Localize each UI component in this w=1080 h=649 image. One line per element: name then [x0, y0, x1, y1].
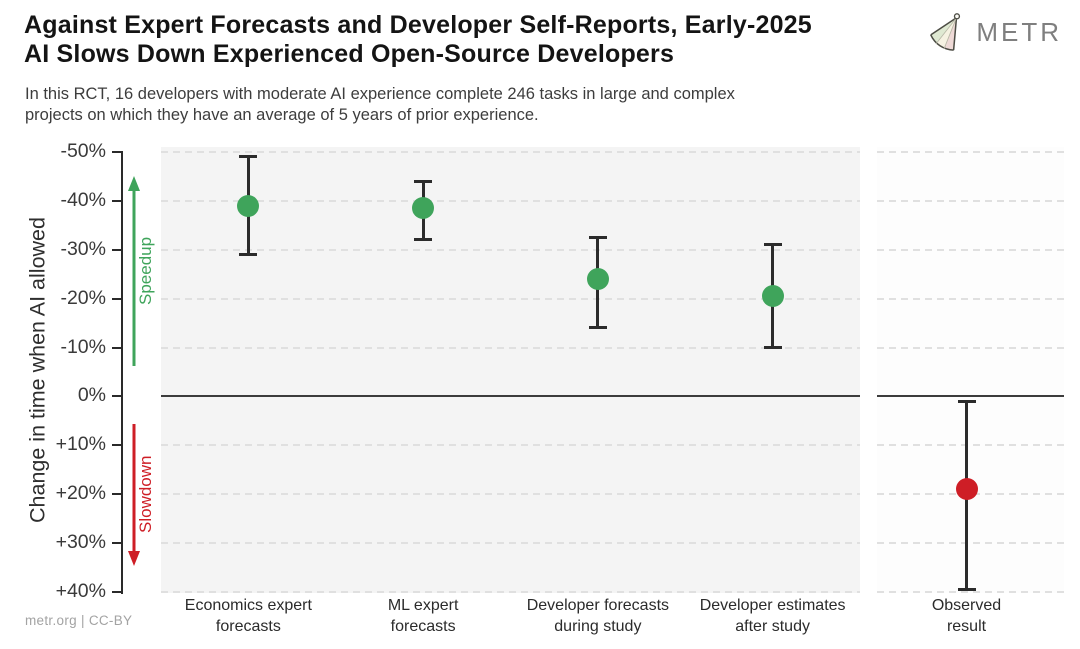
zero-line [161, 395, 860, 398]
y-tick-label: -10% [60, 335, 106, 358]
y-tick-label: +20% [55, 482, 106, 505]
error-bar-cap [957, 588, 976, 591]
y-tick-label: +40% [55, 579, 106, 602]
y-tick-label: 0% [77, 384, 106, 407]
y-tick-mark [112, 444, 122, 447]
error-bar-cap [957, 399, 976, 403]
y-tick-label: -40% [60, 188, 106, 211]
error-bar-cap [588, 236, 607, 239]
error-bar-cap [239, 253, 258, 257]
speedup-label: Speedup [136, 236, 155, 306]
y-tick-mark [112, 199, 122, 202]
subtitle: In this RCT, 16 developers with moderate… [25, 85, 735, 124]
gridline [161, 150, 860, 153]
data-point [412, 197, 435, 220]
gridline [161, 542, 860, 545]
speedup-arrow-icon [128, 176, 140, 366]
y-axis-title: Change in time when AI allowed [25, 217, 50, 523]
category-label: Observed result [931, 597, 1002, 635]
slowdown-label: Slowdown [136, 455, 155, 533]
gridline [161, 493, 860, 496]
data-point [586, 268, 609, 291]
gridline [161, 248, 860, 251]
observed-panel [877, 147, 1064, 593]
y-tick-mark [112, 297, 122, 300]
zero-line [877, 395, 1064, 398]
category-label: Economics expert forecasts [184, 597, 312, 635]
data-point [761, 285, 784, 308]
forecasts-panel [161, 147, 860, 593]
gridline [161, 444, 860, 447]
gridline [877, 248, 1064, 251]
error-bar-cap [763, 243, 782, 247]
metr-logo: METR [925, 12, 1062, 52]
gridline [877, 346, 1064, 349]
gridline [877, 199, 1064, 202]
metr-fan-icon [930, 13, 961, 51]
category-label: Developer estimates after study [699, 597, 846, 635]
y-tick-label: -50% [60, 139, 106, 162]
gridline [161, 297, 860, 300]
gridline [877, 542, 1064, 545]
y-tick-mark [112, 493, 122, 496]
y-axis-line [121, 151, 123, 594]
y-tick-mark [112, 248, 122, 251]
y-tick-mark [112, 150, 122, 153]
category-label: ML expert forecasts [387, 597, 459, 635]
gridline [877, 297, 1064, 300]
data-point [237, 194, 260, 217]
page-title: Against Expert Forecasts and Developer S… [24, 11, 812, 69]
y-tick-mark [112, 395, 122, 398]
gridline [877, 150, 1064, 153]
category-label: Developer forecasts during study [526, 597, 670, 635]
slowdown-arrow-icon [128, 424, 140, 566]
y-tick-label: +10% [55, 433, 106, 456]
y-tick-mark [112, 346, 122, 349]
y-tick-label: -30% [60, 237, 106, 260]
error-bar-cap [414, 238, 433, 242]
y-tick-mark [112, 542, 122, 545]
gridline [161, 199, 860, 202]
gridline [877, 590, 1064, 593]
data-point [955, 478, 978, 501]
gridline [877, 444, 1064, 447]
error-bar-cap [763, 346, 782, 349]
y-tick-label: -20% [60, 286, 106, 309]
gridline [161, 346, 860, 349]
error-bar-cap [588, 326, 607, 330]
y-tick-label: +30% [55, 531, 106, 554]
credit-line: metr.org | CC-BY [25, 613, 133, 628]
gridline [161, 590, 860, 593]
y-tick-mark [112, 590, 122, 593]
metr-logo-text: METR [976, 16, 1062, 47]
error-bar-cap [239, 155, 258, 159]
error-bar-cap [414, 179, 433, 183]
